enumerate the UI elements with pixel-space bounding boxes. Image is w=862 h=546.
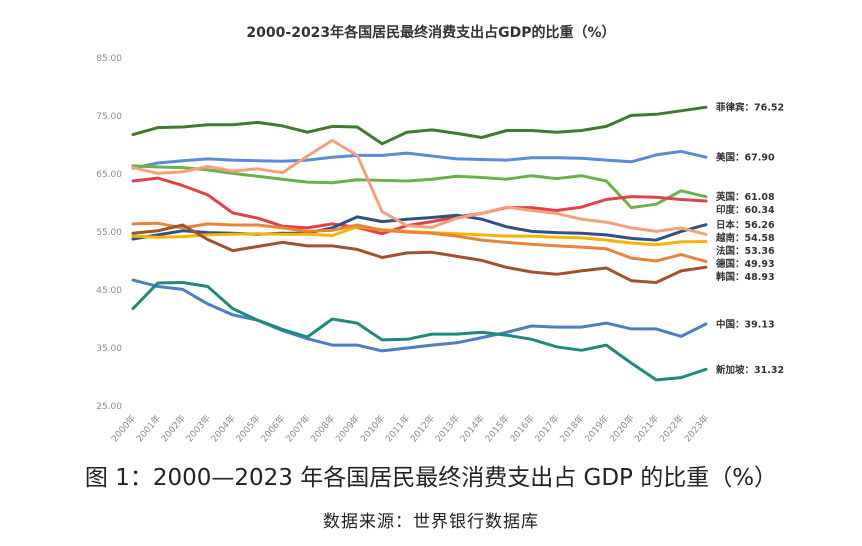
- series-label-新加坡: 新加坡：31.32: [716, 364, 784, 376]
- x-tick-label: 2006年: [258, 412, 288, 444]
- series-label-英国: 英国：61.08: [716, 191, 775, 203]
- series-label-印度: 印度：60.34: [716, 204, 775, 216]
- x-tick-label: 2013年: [432, 412, 462, 444]
- x-tick-label: 2001年: [134, 412, 164, 444]
- y-tick-label: 45.00: [96, 286, 122, 296]
- x-tick-label: 2000年: [109, 412, 139, 444]
- series-label-中国: 中国：39.13: [716, 319, 775, 331]
- x-tick-label: 2015年: [482, 412, 512, 444]
- x-tick-label: 2023年: [682, 412, 712, 444]
- series-line-韩国: [131, 223, 708, 284]
- chart-title: 2000-2023年各国居民最终消费支出占GDP的比重（%）: [246, 24, 615, 41]
- series-line-美国: [131, 149, 708, 170]
- x-tick-label: 2011年: [383, 412, 413, 444]
- y-tick-label: 35.00: [96, 344, 122, 354]
- series-line-新加坡: [131, 281, 708, 382]
- x-tick-label: 2007年: [283, 412, 313, 444]
- y-tick-label: 55.00: [96, 228, 122, 238]
- data-source-note: 数据来源：世界银行数据库: [323, 512, 539, 532]
- x-tick-label: 2003年: [183, 412, 213, 444]
- figure-caption: 图 1：2000—2023 年各国居民最终消费支出占 GDP 的比重（%）: [84, 465, 778, 491]
- y-axis: 25.00 35.00 45.00 55.00 65.00 75.00 85.00: [96, 54, 122, 412]
- y-tick-label: 25.00: [96, 402, 122, 412]
- series-label-菲律宾: 菲律宾：76.52: [716, 102, 784, 114]
- x-tick-label: 2002年: [158, 412, 188, 444]
- x-tick-label: 2014年: [457, 412, 487, 444]
- x-tick-label: 2019年: [582, 412, 612, 444]
- y-tick-label: 75.00: [96, 112, 122, 122]
- series-line-印度: [131, 176, 708, 236]
- x-tick-label: 2020年: [607, 412, 637, 444]
- x-tick-label: 2022年: [657, 412, 687, 444]
- x-axis: 2000年2001年2002年2003年2004年2005年2006年2007年…: [109, 412, 712, 444]
- x-tick-label: 2005年: [233, 412, 263, 444]
- x-tick-label: 2008年: [308, 412, 338, 444]
- x-tick-label: 2009年: [333, 412, 363, 444]
- x-tick-label: 2010年: [358, 412, 388, 444]
- series-label-日本: 日本：56.26: [716, 219, 775, 231]
- series-line-中国: [131, 278, 708, 353]
- x-tick-label: 2021年: [632, 412, 662, 444]
- series-label-法国: 法国：53.36: [716, 245, 775, 257]
- series-label-德国: 德国：49.93: [716, 258, 775, 270]
- y-tick-label: 85.00: [96, 54, 122, 64]
- series-line-菲律宾: [131, 105, 708, 146]
- series-lines: [131, 105, 708, 382]
- x-tick-label: 2004年: [208, 412, 238, 444]
- series-label-美国: 美国：67.90: [715, 152, 775, 164]
- series-label-韩国: 韩国：48.93: [716, 271, 775, 283]
- series-line-英国: [131, 164, 708, 210]
- x-tick-label: 2016年: [507, 412, 537, 444]
- x-tick-label: 2012年: [408, 412, 438, 444]
- series-label-越南: 越南：54.58: [715, 232, 775, 244]
- x-tick-label: 2018年: [557, 412, 587, 444]
- line-chart: 2000-2023年各国居民最终消费支出占GDP的比重（%） 25.00 35.0…: [96, 24, 784, 444]
- x-tick-label: 2017年: [532, 412, 562, 444]
- y-tick-label: 65.00: [96, 170, 122, 180]
- series-line-越南: [131, 138, 708, 236]
- series-line-德国: [131, 221, 708, 263]
